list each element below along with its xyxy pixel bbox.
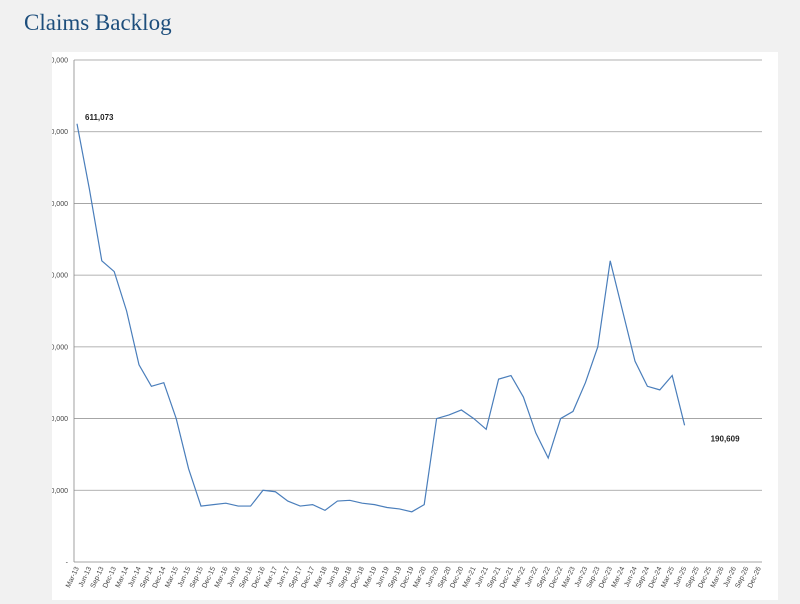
y-tick-label: - [66,560,69,567]
y-tick-label: 700,000 [52,58,68,65]
page-title: Claims Backlog [24,10,172,35]
chart: - 100,000 200,000 300,000 400,000 500,000 600,… [52,58,763,590]
y-tick-label: 300,000 [52,344,68,351]
y-tick-label: 600,000 [52,129,68,136]
data-line [76,123,686,513]
y-tick-label: 500,000 [52,201,68,208]
y-tick-label: 200,000 [52,416,68,423]
y-tick-label: 400,000 [52,273,68,280]
chart-panel: - 100,000 200,000 300,000 400,000 500,000 600,… [52,52,778,600]
value-label: 190,609 [711,434,740,443]
value-label: 611,073 [85,113,114,122]
y-tick-label: 100,000 [52,488,68,495]
